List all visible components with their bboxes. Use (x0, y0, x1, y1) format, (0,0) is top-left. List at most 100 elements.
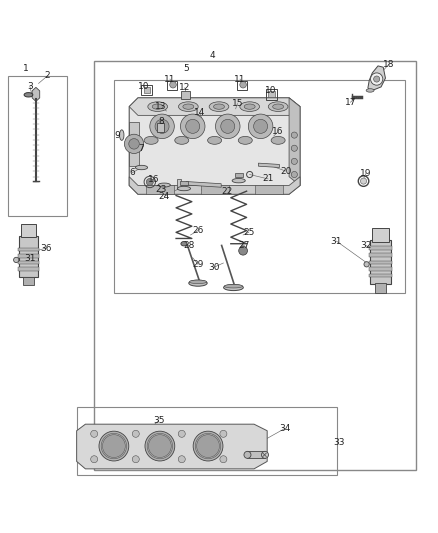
Circle shape (150, 114, 174, 139)
Text: 36: 36 (40, 244, 52, 253)
Circle shape (221, 119, 235, 133)
Polygon shape (32, 87, 40, 101)
Circle shape (371, 73, 383, 85)
Text: 31: 31 (331, 237, 342, 246)
Bar (18, 261, 39, 264)
Ellipse shape (244, 451, 251, 458)
Ellipse shape (170, 82, 176, 88)
Circle shape (291, 132, 297, 138)
Circle shape (145, 431, 175, 461)
Circle shape (193, 431, 223, 461)
Text: 6: 6 (129, 168, 135, 177)
Bar (369, 246, 392, 250)
Ellipse shape (175, 136, 189, 144)
Text: 4: 4 (210, 51, 215, 60)
Bar (181, 91, 190, 99)
Circle shape (291, 145, 297, 151)
Circle shape (148, 435, 171, 457)
Text: 31: 31 (24, 254, 35, 263)
Circle shape (374, 76, 380, 82)
Text: 7: 7 (138, 144, 144, 153)
Text: 9: 9 (114, 131, 120, 140)
Bar (177, 179, 181, 189)
Circle shape (254, 119, 268, 133)
Polygon shape (258, 163, 279, 167)
Polygon shape (289, 98, 300, 185)
Ellipse shape (208, 136, 222, 144)
Text: 32: 32 (360, 241, 371, 250)
Ellipse shape (366, 88, 374, 92)
Ellipse shape (144, 136, 158, 144)
Polygon shape (368, 66, 385, 91)
Bar (255, 184, 283, 194)
Bar (372, 229, 389, 241)
Bar (18, 268, 39, 271)
Bar (268, 91, 275, 98)
Circle shape (180, 114, 205, 139)
Ellipse shape (214, 104, 224, 109)
Polygon shape (186, 182, 221, 187)
Text: 20: 20 (280, 166, 291, 175)
Bar (129, 122, 139, 166)
Polygon shape (247, 451, 265, 458)
Text: 16: 16 (272, 127, 284, 136)
Ellipse shape (148, 102, 167, 111)
Text: 34: 34 (279, 424, 290, 433)
Ellipse shape (244, 104, 255, 109)
Polygon shape (129, 177, 300, 194)
Text: 22: 22 (221, 187, 233, 196)
Circle shape (220, 430, 227, 437)
Bar (266, 89, 277, 100)
Text: 15: 15 (232, 99, 243, 108)
Text: 33: 33 (334, 438, 345, 447)
Bar (23, 277, 34, 285)
Circle shape (291, 158, 297, 165)
Circle shape (291, 172, 297, 177)
Polygon shape (77, 424, 267, 469)
Text: 28: 28 (184, 241, 195, 250)
Ellipse shape (183, 104, 194, 109)
Bar (18, 248, 39, 251)
Circle shape (132, 430, 139, 437)
Text: 11: 11 (164, 75, 176, 84)
Text: 10: 10 (265, 86, 276, 95)
Text: 23: 23 (155, 185, 167, 195)
Circle shape (91, 456, 98, 463)
Bar (369, 261, 392, 264)
Ellipse shape (209, 102, 229, 111)
Bar (19, 236, 38, 278)
Circle shape (129, 139, 139, 149)
Circle shape (91, 430, 98, 437)
Circle shape (102, 435, 125, 457)
Ellipse shape (271, 136, 285, 144)
Bar (180, 181, 188, 185)
Text: 3: 3 (27, 82, 33, 91)
Ellipse shape (272, 104, 284, 109)
Circle shape (364, 262, 369, 267)
Ellipse shape (152, 104, 163, 109)
Text: 11: 11 (234, 75, 246, 84)
Text: 5: 5 (183, 63, 189, 72)
Text: 30: 30 (208, 263, 219, 272)
Text: 12: 12 (179, 83, 191, 92)
Circle shape (14, 257, 19, 263)
Bar (370, 240, 391, 284)
Bar (237, 81, 247, 91)
Circle shape (99, 431, 129, 461)
Circle shape (239, 246, 247, 255)
Text: 17: 17 (345, 98, 356, 107)
Circle shape (178, 430, 185, 437)
Ellipse shape (189, 280, 207, 284)
Text: 2: 2 (45, 71, 50, 80)
Circle shape (155, 119, 169, 133)
Text: 19: 19 (360, 169, 371, 178)
Ellipse shape (177, 187, 191, 191)
Circle shape (215, 114, 240, 139)
Ellipse shape (24, 93, 33, 97)
Circle shape (124, 134, 144, 154)
Text: 27: 27 (239, 241, 250, 250)
Text: 18: 18 (383, 60, 395, 69)
Bar (21, 224, 36, 237)
Text: 29: 29 (192, 260, 204, 269)
Ellipse shape (189, 280, 207, 286)
